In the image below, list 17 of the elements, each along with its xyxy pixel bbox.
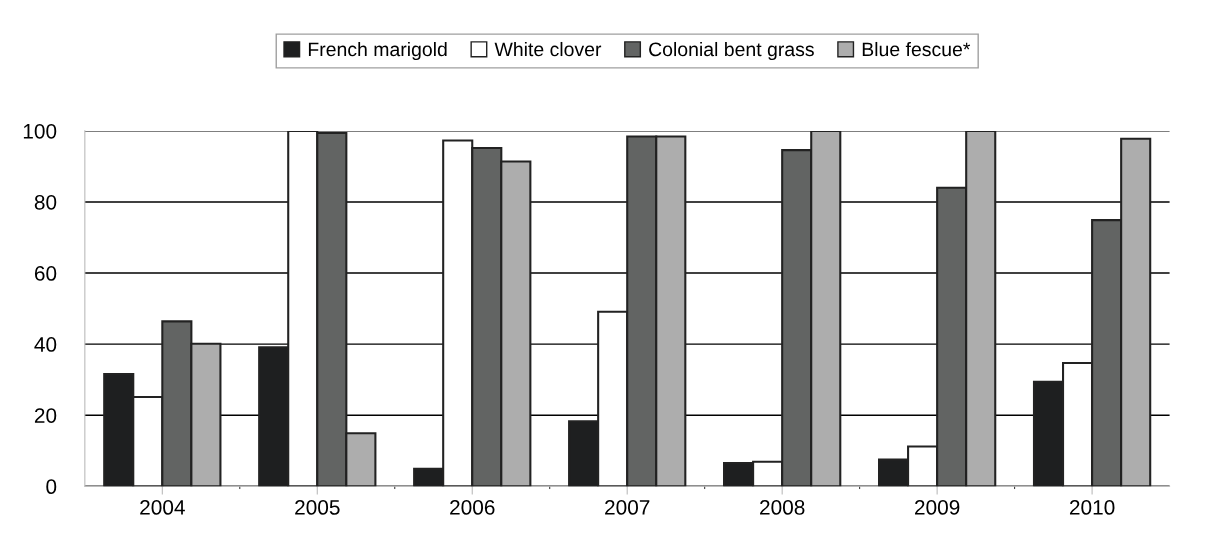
y-tick-label: 100 xyxy=(23,123,57,139)
y-tick-label: 80 xyxy=(34,194,57,210)
legend-label: Blue fescue* xyxy=(862,41,971,57)
x-tick-label: 2004 xyxy=(140,500,185,515)
x-tick-label: 2009 xyxy=(915,500,960,515)
x-tick-label: 2010 xyxy=(1069,500,1115,515)
x-tick-label: 2007 xyxy=(605,500,650,515)
legend-label: French marigold xyxy=(308,41,447,61)
y-tick-label: 20 xyxy=(34,408,57,423)
y-tick-label: 40 xyxy=(34,337,57,352)
y-tick-label: 0 xyxy=(46,479,57,495)
y-tick-label: 60 xyxy=(34,266,57,281)
x-tick-label: 2006 xyxy=(450,500,495,515)
x-tick-label: 2005 xyxy=(295,500,340,515)
legend-label: Colonial bent grass xyxy=(649,41,814,61)
x-tick-label: 2008 xyxy=(760,500,805,515)
legend-label: White clover xyxy=(494,41,602,57)
